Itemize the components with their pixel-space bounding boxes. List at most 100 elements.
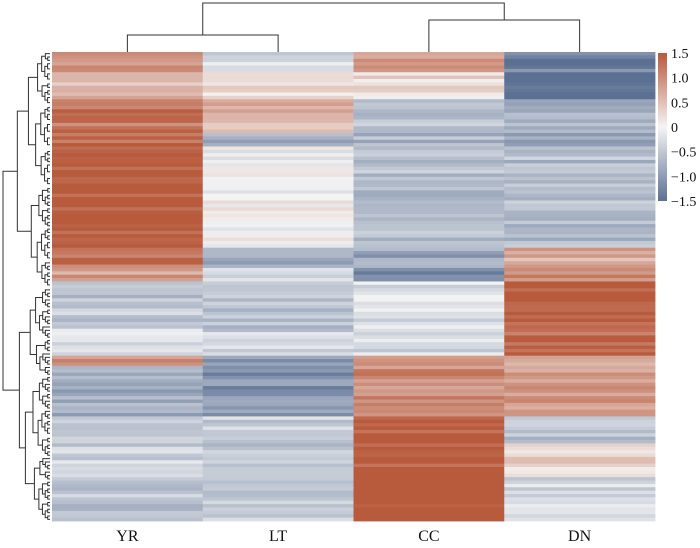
heatmap-cell: [353, 305, 505, 309]
column-labels: YR LT CC DN: [116, 528, 591, 545]
dendrogram-branch: [47, 508, 50, 514]
heatmap-cell: [353, 514, 505, 519]
heatmap-cell: [52, 460, 204, 465]
dendrogram-branch: [47, 488, 50, 493]
heatmap-cell: [52, 362, 204, 367]
heatmap-cell: [353, 467, 505, 471]
heatmap-cell: [353, 220, 505, 225]
heatmap-cell: [353, 446, 505, 451]
heatmap-cell: [52, 375, 204, 380]
heatmap-cell: [504, 328, 656, 333]
heatmap-cell: [202, 261, 354, 265]
heatmap-cell: [52, 143, 204, 147]
heatmap-cell: [353, 389, 505, 394]
heatmap-cell: [52, 105, 204, 110]
heatmap-cell: [202, 294, 354, 299]
heatmap-cell: [52, 159, 204, 164]
heatmap-cell: [202, 254, 354, 259]
heatmap-cell: [504, 274, 656, 279]
heatmap-cell: [504, 213, 656, 218]
heatmap-cell: [202, 183, 354, 188]
heatmap-cell: [202, 284, 354, 289]
heatmap-cell: [52, 119, 204, 124]
heatmap-cell: [52, 443, 204, 448]
heatmap-cell: [353, 180, 505, 184]
heatmap-cell: [202, 429, 354, 434]
heatmap-cell: [202, 217, 354, 222]
heatmap-cell: [504, 294, 656, 299]
colorbar-tick-labels: 1.5 1.0 0.5 0 −0.5 −1.0 −1.5: [671, 47, 696, 210]
colorbar-gradient: [658, 53, 667, 201]
heatmap-cell: [52, 359, 204, 363]
heatmap-cell: [202, 494, 354, 498]
heatmap-cell: [353, 321, 505, 326]
heatmap-cell: [52, 220, 204, 225]
heatmap-cell: [202, 453, 354, 458]
dendrogram-branch: [47, 339, 50, 345]
heatmap-cell: [202, 291, 354, 296]
heatmap-cell: [52, 386, 204, 390]
heatmap-cell: [52, 456, 204, 461]
heatmap-cell: [504, 453, 656, 458]
dendrogram-branch: [47, 215, 50, 220]
heatmap-cell: [52, 227, 204, 232]
heatmap-cell: [353, 274, 505, 279]
heatmap-cell: [504, 159, 656, 164]
heatmap-cell: [504, 446, 656, 451]
heatmap-cell: [202, 72, 354, 77]
heatmap-cell: [52, 294, 204, 299]
heatmap-cell: [202, 89, 354, 93]
heatmap-cell: [202, 433, 354, 438]
heatmap-cell: [202, 58, 354, 63]
dendrogram-branch: [47, 495, 50, 500]
heatmap-cell: [504, 375, 656, 380]
heatmap-cell: [504, 494, 656, 498]
heatmap-cell: [202, 116, 354, 120]
heatmap-cell: [353, 149, 505, 154]
heatmap-cell: [202, 237, 354, 242]
heatmap-cell: [353, 156, 505, 161]
heatmap-cell: [353, 170, 505, 174]
dendrogram-branch: [38, 488, 43, 510]
heatmap-cell: [202, 504, 354, 508]
heatmap-cell: [353, 210, 505, 215]
column-label-yr: YR: [116, 528, 139, 545]
heatmap-cell: [504, 301, 656, 306]
dendrogram-branch: [47, 464, 50, 470]
heatmap-cell: [52, 305, 204, 309]
heatmap-cell: [202, 332, 354, 336]
heatmap-cells: [52, 52, 656, 522]
heatmap-cell: [202, 112, 354, 117]
heatmap-cell: [202, 143, 354, 147]
heatmap-cell: [52, 139, 204, 144]
heatmap-cell: [202, 436, 354, 441]
heatmap-cell: [52, 274, 204, 279]
heatmap-cell: [353, 75, 505, 80]
heatmap-cell: [52, 210, 204, 215]
heatmap-cell: [52, 402, 204, 407]
heatmap-cell: [504, 456, 656, 461]
heatmap-cell: [52, 58, 204, 63]
heatmap-cell: [202, 247, 354, 252]
dendrogram-branch: [47, 393, 50, 399]
heatmap-cell: [52, 446, 204, 451]
heatmap-cell: [202, 149, 354, 154]
heatmap-cell: [52, 271, 204, 276]
heatmap-cell: [504, 149, 656, 154]
dendrogram-branch: [47, 387, 50, 392]
heatmap-cell: [504, 278, 656, 282]
heatmap-cell: [52, 278, 204, 282]
heatmap-cell: [52, 379, 204, 384]
heatmap-cell: [52, 136, 204, 141]
heatmap-cell: [353, 234, 505, 238]
heatmap-cell: [52, 463, 204, 468]
heatmap-cell: [202, 203, 354, 208]
heatmap-cell: [353, 139, 505, 144]
heatmap-cell: [353, 109, 505, 114]
heatmap-cell: [353, 284, 505, 289]
heatmap-cell: [202, 423, 354, 427]
heatmap-cell: [52, 89, 204, 93]
heatmap-cell: [504, 429, 656, 434]
heatmap-cell: [504, 288, 656, 292]
heatmap-cell: [504, 132, 656, 137]
